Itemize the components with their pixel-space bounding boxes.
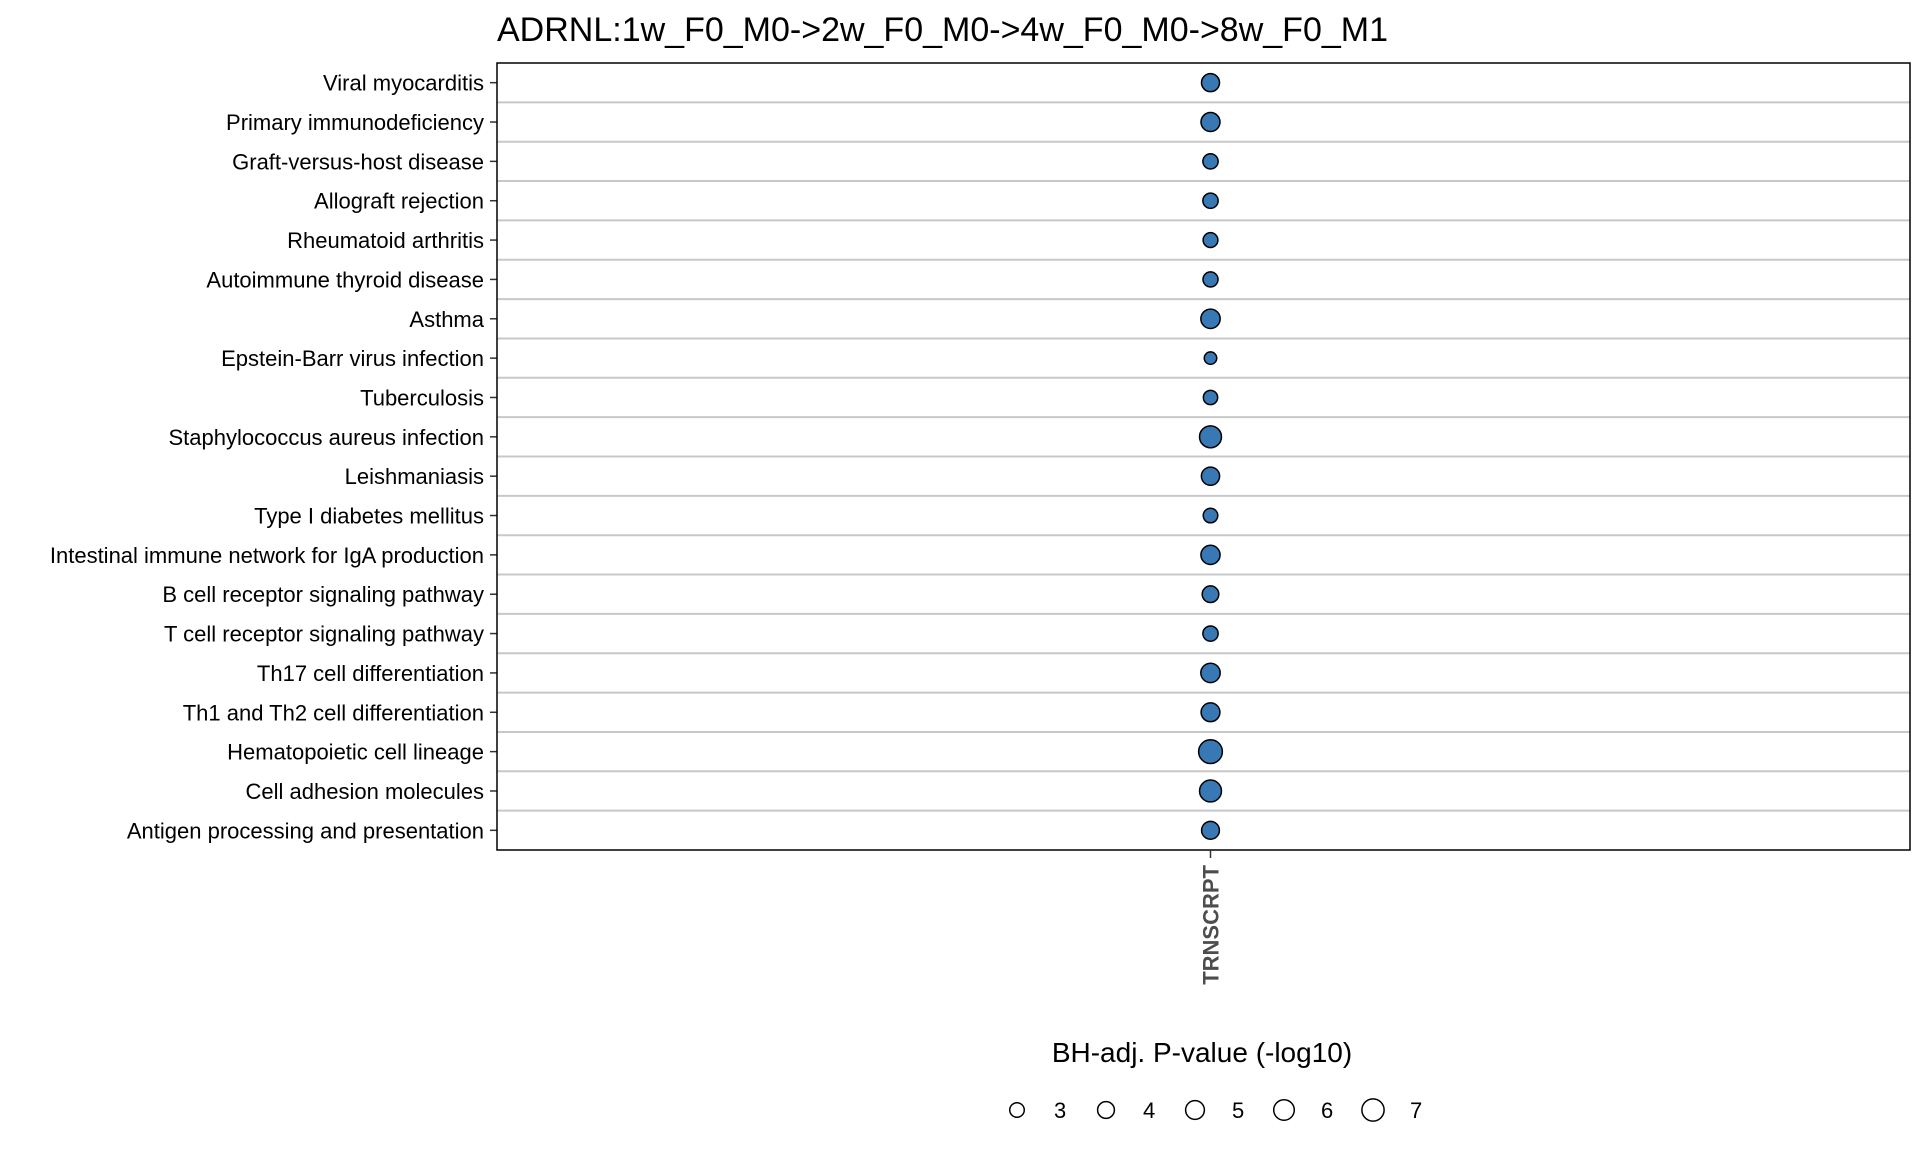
data-point	[1198, 425, 1223, 449]
data-point	[1202, 625, 1219, 642]
size-legend-key	[1096, 1100, 1116, 1120]
size-legend-label: 6	[1321, 1098, 1333, 1123]
y-tick-label: Rheumatoid arthritis	[287, 228, 484, 253]
y-tick-label: Autoimmune thyroid disease	[206, 267, 484, 292]
y-tick-label: T cell receptor signaling pathway	[164, 622, 484, 647]
size-legend-key	[1008, 1101, 1026, 1119]
data-point	[1200, 72, 1221, 93]
data-point	[1203, 351, 1218, 366]
y-tick-label: Allograft rejection	[314, 189, 484, 214]
size-legend-label: 5	[1232, 1098, 1244, 1123]
data-point	[1198, 779, 1223, 803]
data-point	[1200, 111, 1221, 133]
y-axis-ticks	[490, 81, 497, 832]
size-legend-label: 7	[1410, 1098, 1422, 1123]
y-tick-label: Primary immunodeficiency	[226, 110, 484, 135]
x-tick-label: TRNSCRPT	[1199, 864, 1224, 984]
gridlines	[497, 101, 1910, 812]
data-point	[1200, 544, 1221, 566]
size-legend-label: 3	[1054, 1098, 1066, 1123]
y-tick-label: Type I diabetes mellitus	[254, 504, 484, 529]
size-legend-title: BH-adj. P-value (-log10)	[1052, 1037, 1352, 1068]
y-tick-label: Hematopoietic cell lineage	[227, 740, 484, 765]
data-point	[1202, 192, 1219, 210]
data-point	[1200, 466, 1221, 487]
y-tick-label: Intestinal immune network for IgA produc…	[50, 543, 484, 568]
y-tick-label: Antigen processing and presentation	[127, 818, 484, 843]
data-point	[1200, 702, 1221, 723]
y-tick-label: Th17 cell differentiation	[257, 661, 484, 686]
y-axis-labels: Viral myocarditis Primary immunodeficienc…	[50, 71, 485, 844]
data-point	[1202, 231, 1219, 249]
y-tick-label: Th1 and Th2 cell differentiation	[183, 700, 484, 725]
data-point	[1200, 820, 1221, 840]
data-point	[1200, 308, 1221, 330]
size-legend-key	[1361, 1098, 1385, 1122]
y-tick-label: B cell receptor signaling pathway	[162, 582, 484, 607]
y-tick-label: Tuberculosis	[360, 385, 484, 410]
data-point	[1200, 662, 1221, 684]
data-point	[1202, 507, 1219, 524]
data-point	[1201, 585, 1220, 604]
chart-title: ADRNL:1w_F0_M0->2w_F0_M0->4w_F0_M0->8w_F…	[497, 11, 1388, 49]
data-point	[1202, 271, 1219, 288]
y-tick-label: Asthma	[409, 307, 484, 332]
y-tick-label: Cell adhesion molecules	[246, 779, 484, 804]
data-points	[1197, 72, 1224, 840]
y-tick-label: Viral myocarditis	[323, 71, 484, 96]
size-legend-key	[1272, 1098, 1296, 1122]
size-legend-key	[1184, 1099, 1206, 1121]
size-legend: 3 4 5 6 7	[1008, 1098, 1422, 1123]
x-axis: TRNSCRPT	[1199, 850, 1224, 985]
plot-panel-border	[496, 62, 1911, 851]
data-point	[1197, 738, 1224, 765]
size-legend-label: 4	[1143, 1098, 1155, 1123]
data-point	[1202, 152, 1219, 170]
y-tick-label: Graft-versus-host disease	[232, 149, 484, 174]
data-point	[1202, 389, 1219, 406]
y-tick-label: Leishmaniasis	[345, 464, 484, 489]
y-tick-label: Epstein-Barr virus infection	[221, 346, 484, 371]
y-tick-label: Staphylococcus aureus infection	[168, 425, 484, 450]
